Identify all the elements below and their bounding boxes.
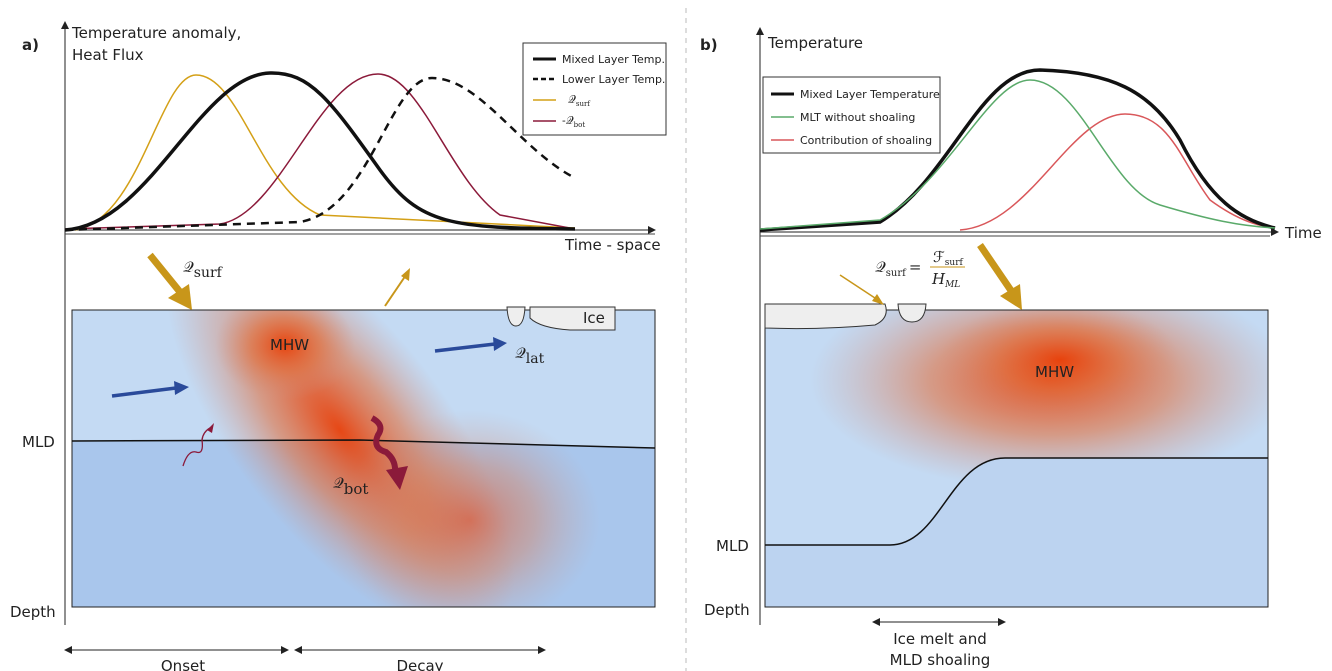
text-part: surf bbox=[194, 265, 224, 281]
legend-label: Mixed Layer Temperature bbox=[800, 88, 940, 101]
text-part: 𝒬 bbox=[515, 344, 526, 362]
text-part: surf bbox=[945, 258, 964, 268]
text-part: 𝒬 bbox=[568, 93, 576, 106]
legend-label: Contribution of shoaling bbox=[800, 134, 932, 147]
ice bbox=[897, 303, 927, 323]
annotation: Onset bbox=[161, 657, 205, 671]
text-part: bot bbox=[344, 480, 369, 498]
annotation: Decay bbox=[396, 657, 443, 671]
x-axis-label: Time bbox=[1284, 224, 1322, 242]
annotation: Depth bbox=[704, 601, 750, 619]
y-axis-label: Temperature bbox=[767, 34, 863, 52]
annotation: MLD bbox=[716, 537, 749, 555]
text-part: -𝒬 bbox=[562, 114, 574, 127]
text-part: 𝒬 bbox=[183, 258, 194, 276]
curve bbox=[64, 71, 576, 232]
curve bbox=[759, 79, 1276, 230]
legend-label: 𝒬surf bbox=[568, 93, 591, 108]
legend-label: MLT without shoaling bbox=[800, 111, 915, 124]
annotation: 𝒬surf bbox=[183, 258, 224, 281]
annotation: MHW bbox=[1035, 363, 1074, 381]
ice bbox=[506, 306, 526, 327]
annotation: Ice melt and bbox=[893, 630, 987, 648]
ice bbox=[764, 303, 887, 330]
text-part: lat bbox=[526, 351, 545, 367]
text-part: ML bbox=[944, 280, 960, 290]
curve bbox=[64, 76, 576, 232]
text-part: 𝒬 bbox=[333, 474, 344, 492]
text-part: bot bbox=[574, 121, 586, 129]
x-axis-label: Time - space bbox=[564, 236, 661, 254]
legend-label: Mixed Layer Temp. bbox=[562, 53, 665, 66]
annotation: ℱsurf bbox=[933, 248, 964, 268]
annotation: Ice bbox=[583, 309, 605, 327]
mld-line bbox=[765, 457, 1268, 546]
annotation: 𝒬lat bbox=[515, 344, 545, 367]
arrow bbox=[147, 252, 183, 295]
text-part: 𝒬 bbox=[875, 258, 886, 276]
curve bbox=[74, 74, 576, 231]
curve bbox=[64, 73, 576, 230]
text-part: surf bbox=[886, 268, 907, 279]
y-axis-label: Temperature anomaly, bbox=[71, 24, 241, 42]
text-part: ℱ bbox=[933, 248, 945, 266]
annotation: HML bbox=[931, 270, 960, 290]
text-part: = bbox=[909, 258, 922, 276]
annotation: 𝒬surf = bbox=[875, 258, 921, 279]
legend-label: -𝒬bot bbox=[562, 114, 585, 129]
legend-label: Lower Layer Temp. bbox=[562, 73, 665, 86]
curve bbox=[959, 113, 1276, 231]
panel-label: a) bbox=[22, 36, 39, 54]
panel-label: b) bbox=[700, 36, 718, 54]
ice bbox=[529, 306, 616, 331]
text-part: H bbox=[931, 270, 946, 288]
annotation: MHW bbox=[270, 336, 309, 354]
curve bbox=[759, 68, 1276, 232]
annotation: Depth bbox=[10, 603, 56, 621]
annotation: MLD shoaling bbox=[890, 651, 991, 669]
annotation: MLD bbox=[22, 433, 55, 451]
annotation: 𝒬bot bbox=[333, 474, 368, 498]
text-part: surf bbox=[576, 100, 591, 108]
y-axis-label: Heat Flux bbox=[72, 46, 144, 64]
mld-line bbox=[71, 439, 656, 449]
